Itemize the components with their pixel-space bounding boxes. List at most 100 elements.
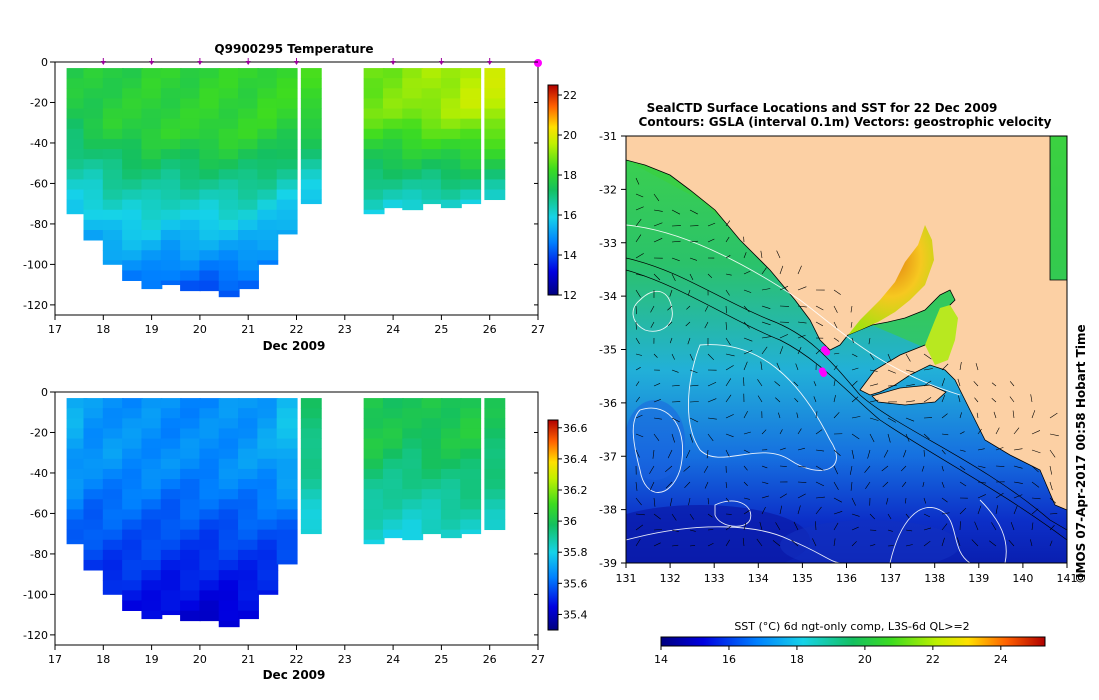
- velocity-vector: [671, 240, 681, 243]
- heatmap-cell: [484, 108, 506, 120]
- heatmap-cell: [440, 118, 462, 130]
- heatmap-cell: [218, 260, 240, 271]
- heatmap-cell: [180, 398, 201, 409]
- velocity-vector: [869, 353, 875, 360]
- heatmap-cell: [160, 468, 182, 480]
- heatmap-cell: [83, 229, 105, 241]
- heatmap-cell: [122, 78, 144, 89]
- heatmap-cell: [160, 448, 182, 460]
- heatmap-cell: [238, 610, 259, 620]
- heatmap-cell: [257, 209, 279, 221]
- heatmap-cell: [276, 189, 298, 201]
- velocity-vector: [813, 381, 817, 387]
- velocity-vector: [869, 383, 879, 387]
- velocity-vector: [977, 494, 986, 499]
- heatmap-cell: [180, 280, 201, 292]
- heatmap-cell: [363, 468, 385, 480]
- heatmap-cell: [122, 479, 144, 490]
- heatmap-cell: [218, 240, 240, 251]
- x-tick-label: 25: [434, 653, 448, 666]
- heatmap-cell: [440, 489, 462, 500]
- velocity-vector: [671, 273, 676, 281]
- heatmap-cell: [141, 229, 163, 241]
- velocity-vector: [652, 449, 655, 459]
- velocity-vector: [743, 321, 750, 329]
- velocity-vector: [761, 465, 768, 469]
- x-tick-label: 135: [792, 572, 813, 585]
- velocity-vector: [757, 395, 763, 403]
- velocity-vector: [653, 353, 658, 358]
- heatmap-cell: [218, 128, 240, 140]
- velocity-vector: [653, 417, 662, 420]
- heatmap-cell: [484, 149, 506, 160]
- velocity-vector: [815, 411, 818, 419]
- heatmap-cell: [199, 489, 221, 500]
- salinity-heatmap: [66, 398, 506, 628]
- heatmap-cell: [257, 169, 279, 180]
- profile-marker-head: [438, 61, 444, 65]
- velocity-vector: [797, 428, 802, 435]
- velocity-vector: [851, 353, 858, 357]
- velocity-vector: [635, 524, 644, 531]
- y-tick-label: -20: [30, 96, 48, 109]
- heatmap-cell: [276, 78, 298, 89]
- velocity-vector: [959, 507, 967, 515]
- velocity-vector: [833, 522, 839, 531]
- heatmap-cell: [257, 138, 279, 150]
- heatmap-cell: [160, 519, 182, 531]
- heatmap-cell: [460, 179, 482, 190]
- velocity-vector: [883, 449, 889, 458]
- heatmap-cell: [402, 499, 424, 510]
- heatmap-cell: [460, 68, 482, 79]
- velocity-vector: [761, 346, 768, 355]
- velocity-vector: [684, 481, 691, 488]
- heatmap-cell: [440, 179, 462, 190]
- velocity-vector: [833, 465, 839, 475]
- heatmap-cell: [218, 209, 240, 221]
- heatmap-cell: [218, 68, 240, 79]
- heatmap-cell: [66, 539, 88, 545]
- heatmap-cell: [421, 98, 443, 109]
- heatmap-cell: [199, 209, 221, 221]
- velocity-vector: [941, 433, 949, 436]
- heatmap-cell: [199, 219, 221, 231]
- velocity-vector: [689, 273, 694, 281]
- heatmap-cell: [122, 209, 144, 221]
- heatmap-cell: [484, 179, 506, 190]
- heatmap-cell: [238, 559, 259, 571]
- heatmap-cell: [180, 118, 201, 130]
- heatmap-cell: [257, 509, 279, 520]
- heatmap-cell: [102, 108, 124, 120]
- heatmap-cell: [102, 408, 124, 419]
- velocity-vector: [689, 529, 696, 532]
- heatmap-cell: [382, 78, 404, 89]
- heatmap-cell: [402, 519, 424, 531]
- heatmap-cell: [141, 509, 163, 520]
- heatmap-cell: [440, 68, 462, 79]
- heatmap-cell: [218, 408, 240, 419]
- heatmap-cell: [66, 468, 88, 480]
- velocity-vector: [941, 465, 944, 472]
- heatmap-cell: [83, 88, 105, 99]
- heatmap-cell: [199, 438, 221, 450]
- velocity-vector: [725, 539, 730, 547]
- heatmap-cell: [66, 199, 88, 211]
- heatmap-cell: [440, 98, 462, 109]
- heatmap-cell: [238, 408, 259, 419]
- heatmap-cell: [218, 98, 240, 109]
- colorbar-tick-label: 35.4: [563, 608, 588, 621]
- y-tick-label: -35: [599, 344, 617, 357]
- heatmap-cell: [276, 418, 298, 429]
- velocity-vector: [797, 447, 805, 451]
- velocity-vector: [689, 209, 698, 215]
- velocity-vector: [1031, 481, 1040, 488]
- heatmap-cell: [300, 519, 322, 531]
- y-tick-label: -36: [599, 397, 617, 410]
- heatmap-cell: [238, 229, 259, 241]
- velocity-vector: [635, 289, 641, 298]
- velocity-vector: [869, 399, 879, 403]
- heatmap-cell: [363, 118, 385, 130]
- heatmap-cell: [363, 448, 385, 460]
- velocity-vector: [887, 433, 891, 443]
- velocity-vector: [635, 234, 642, 243]
